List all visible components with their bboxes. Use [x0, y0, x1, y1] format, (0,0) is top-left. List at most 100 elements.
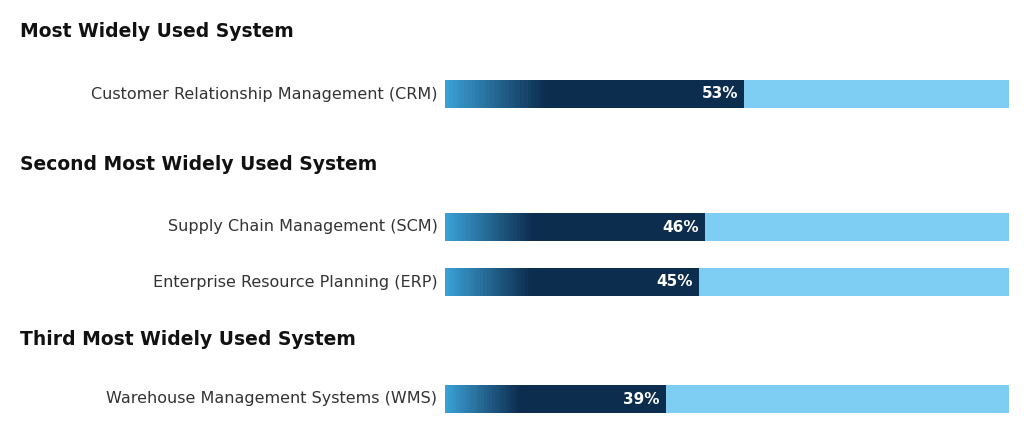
Bar [529, 213, 534, 241]
Bar [452, 213, 456, 241]
Bar [503, 268, 506, 296]
Bar [684, 80, 688, 108]
Bar [461, 268, 465, 296]
Bar [445, 80, 450, 108]
Bar [660, 268, 665, 296]
Bar [538, 268, 541, 296]
Bar [587, 80, 592, 108]
Bar [459, 385, 463, 413]
Bar [599, 385, 602, 413]
Bar [591, 268, 595, 296]
Bar [689, 268, 693, 296]
Bar [686, 268, 690, 296]
Bar [622, 385, 625, 413]
Bar [594, 213, 598, 241]
Bar [707, 80, 711, 108]
Bar [445, 268, 1009, 296]
Bar [525, 385, 528, 413]
Bar [454, 385, 457, 413]
Bar [461, 80, 465, 108]
Bar [610, 268, 613, 296]
Bar [459, 213, 462, 241]
Bar [648, 385, 652, 413]
Bar [688, 213, 692, 241]
Bar [544, 268, 547, 296]
Bar [658, 80, 663, 108]
Bar [633, 213, 637, 241]
Bar [582, 213, 585, 241]
Bar [501, 385, 504, 413]
Bar [610, 213, 614, 241]
Bar [552, 213, 556, 241]
Bar [668, 268, 671, 296]
Bar [520, 213, 523, 241]
Bar [663, 213, 667, 241]
Bar [553, 268, 557, 296]
Bar [699, 80, 703, 108]
Bar [646, 213, 650, 241]
Bar [662, 80, 666, 108]
Bar [540, 213, 543, 241]
Bar [609, 80, 613, 108]
Text: 46%: 46% [662, 219, 698, 234]
Bar [688, 80, 692, 108]
Bar [677, 80, 681, 108]
Bar [632, 80, 636, 108]
Bar [583, 385, 586, 413]
Bar [630, 385, 633, 413]
Bar [527, 268, 531, 296]
Bar [663, 385, 666, 413]
Bar [517, 385, 520, 413]
Bar [572, 268, 575, 296]
Bar [534, 385, 537, 413]
Bar [579, 268, 583, 296]
Bar [455, 268, 459, 296]
Bar [543, 80, 547, 108]
Bar [473, 385, 476, 413]
Text: Supply Chain Management (SCM): Supply Chain Management (SCM) [168, 219, 437, 234]
Bar [640, 213, 643, 241]
Bar [635, 385, 638, 413]
Bar [479, 80, 483, 108]
Bar [646, 385, 649, 413]
Bar [561, 80, 565, 108]
Bar [613, 213, 617, 241]
Bar [524, 268, 528, 296]
Bar [630, 213, 634, 241]
Bar [656, 385, 660, 413]
Bar [652, 213, 656, 241]
Bar [514, 385, 517, 413]
Bar [695, 268, 699, 296]
Bar [532, 213, 537, 241]
Bar [616, 268, 621, 296]
Text: Most Widely Used System: Most Widely Used System [20, 22, 294, 41]
Bar [627, 385, 630, 413]
Bar [621, 213, 624, 241]
Bar [477, 268, 481, 296]
Bar [680, 268, 684, 296]
Text: Customer Relationship Management (CRM): Customer Relationship Management (CRM) [91, 86, 437, 101]
Bar [555, 385, 558, 413]
Bar [585, 268, 589, 296]
Bar [651, 385, 654, 413]
Bar [629, 268, 633, 296]
Bar [549, 213, 553, 241]
Bar [445, 385, 1009, 413]
Bar [550, 385, 553, 413]
Bar [575, 268, 579, 296]
Bar [531, 80, 536, 108]
Bar [627, 213, 631, 241]
Bar [556, 213, 559, 241]
Text: Second Most Widely Used System: Second Most Widely Used System [20, 155, 378, 174]
Bar [580, 385, 584, 413]
Bar [495, 385, 498, 413]
Bar [613, 385, 616, 413]
Bar [519, 385, 523, 413]
Bar [695, 80, 699, 108]
Bar [486, 385, 489, 413]
Bar [471, 268, 474, 296]
Bar [666, 80, 670, 108]
Bar [711, 80, 715, 108]
Bar [598, 80, 603, 108]
Bar [562, 213, 566, 241]
